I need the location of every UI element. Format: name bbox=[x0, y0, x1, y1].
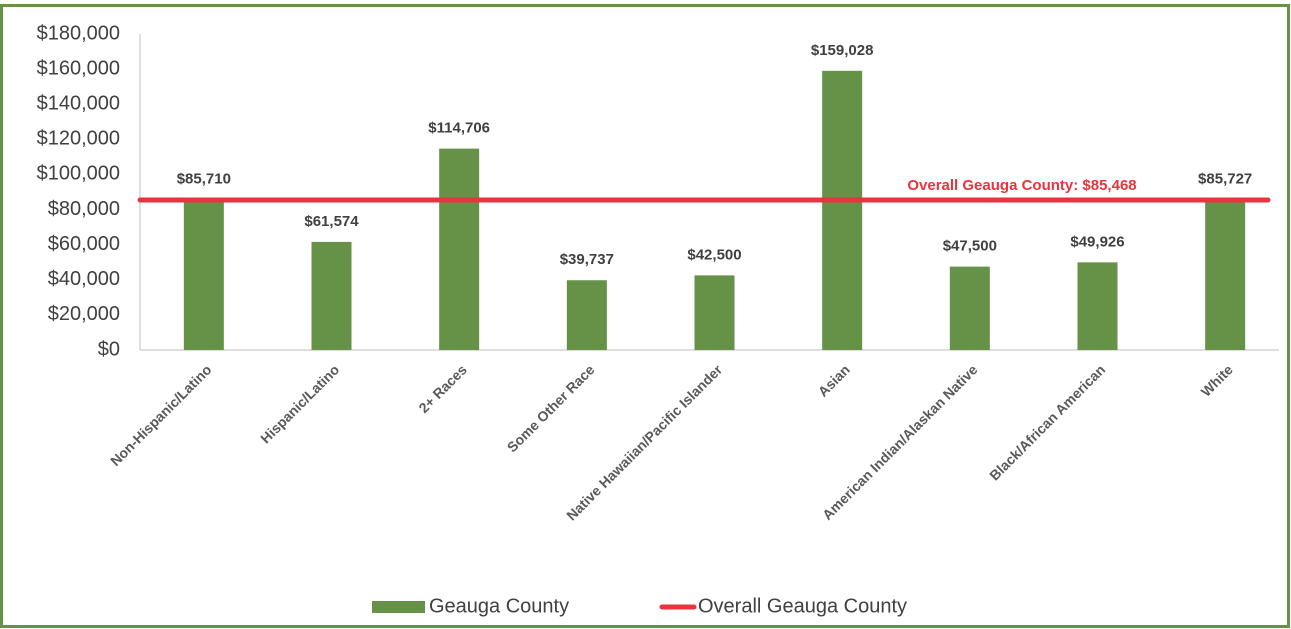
value-label: $85,710 bbox=[177, 171, 231, 188]
bar bbox=[566, 280, 607, 350]
bar bbox=[183, 199, 224, 350]
y-tick-label: $60,000 bbox=[48, 233, 120, 255]
bar bbox=[694, 275, 735, 350]
value-label: $47,500 bbox=[943, 238, 997, 255]
value-label: $49,926 bbox=[1070, 233, 1124, 250]
y-tick-label: $120,000 bbox=[37, 128, 120, 150]
bar bbox=[949, 266, 990, 350]
y-tick-label: $180,000 bbox=[37, 22, 120, 44]
legend-swatch bbox=[372, 601, 425, 613]
value-label: $85,727 bbox=[1198, 170, 1252, 187]
y-tick-label: $0 bbox=[98, 338, 120, 360]
value-label: $42,500 bbox=[687, 246, 741, 263]
bar bbox=[311, 241, 352, 350]
bar bbox=[1077, 262, 1118, 350]
y-tick-label: $140,000 bbox=[37, 93, 120, 115]
bar bbox=[439, 148, 480, 350]
legend-label: Geauga County bbox=[429, 595, 569, 617]
reference-label: Overall Geauga County: $85,468 bbox=[907, 177, 1136, 194]
y-tick-label: $20,000 bbox=[48, 303, 120, 325]
legend-label: Overall Geauga County bbox=[698, 595, 907, 617]
value-label: $114,706 bbox=[428, 120, 490, 137]
y-tick-label: $40,000 bbox=[48, 268, 120, 290]
value-label: $61,574 bbox=[304, 213, 359, 230]
y-tick-label: $80,000 bbox=[48, 198, 120, 220]
bar bbox=[822, 70, 863, 351]
value-label: $159,028 bbox=[811, 42, 874, 59]
y-tick-label: $100,000 bbox=[37, 163, 120, 185]
y-tick-label: $160,000 bbox=[37, 57, 120, 79]
value-label: $39,737 bbox=[560, 251, 614, 268]
bar bbox=[1205, 199, 1246, 350]
